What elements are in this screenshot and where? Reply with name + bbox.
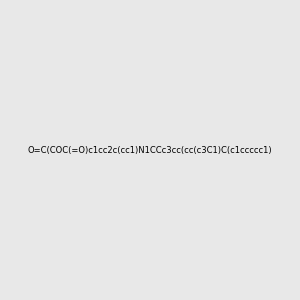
Text: O=C(COC(=O)c1cc2c(cc1)N1CCc3cc(cc(c3C1)C(c1ccccc1): O=C(COC(=O)c1cc2c(cc1)N1CCc3cc(cc(c3C1)C… [28,146,272,154]
